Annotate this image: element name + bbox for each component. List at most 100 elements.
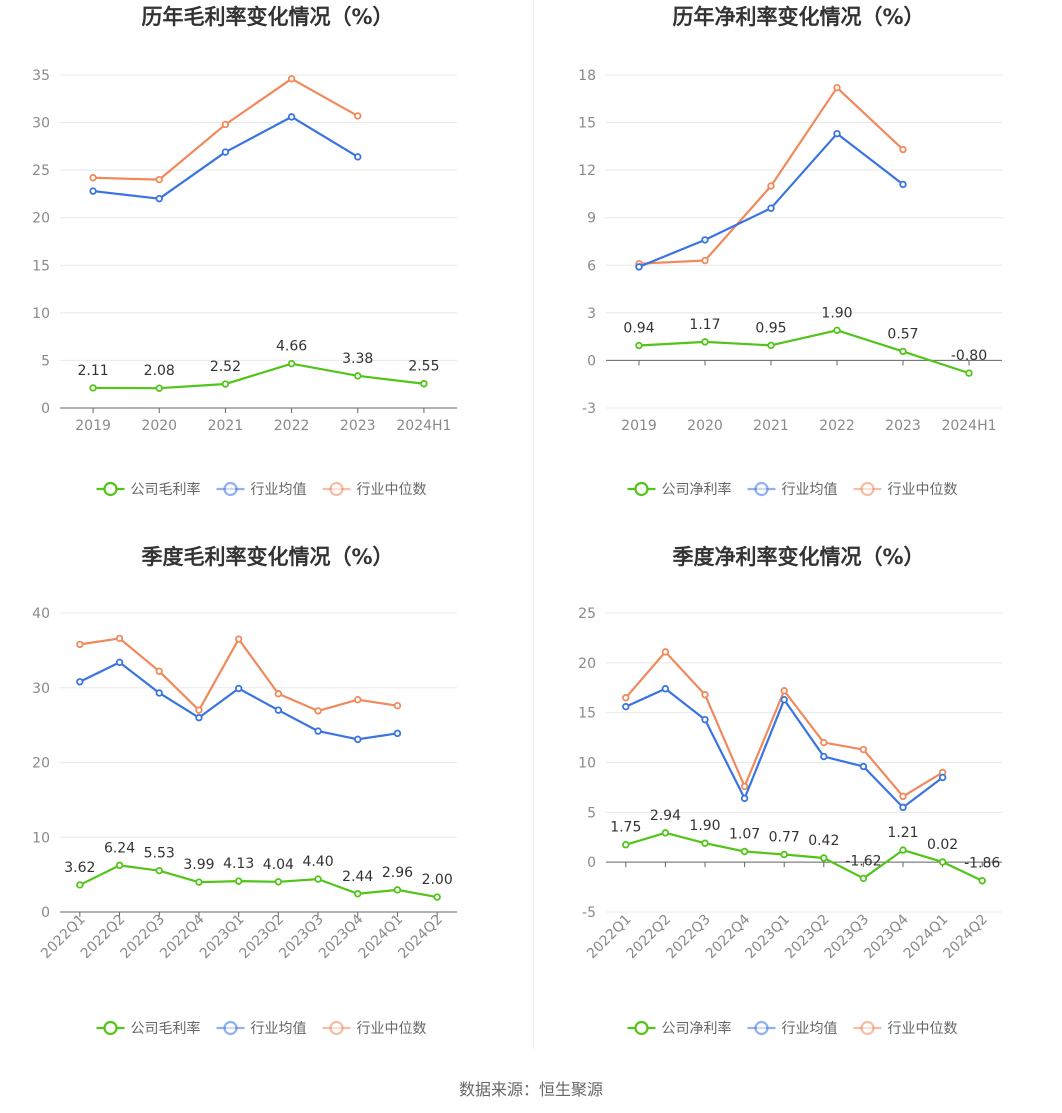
x-tick-label: 2024Q2 bbox=[395, 912, 446, 963]
data-point-avg bbox=[767, 204, 775, 212]
data-point-median bbox=[89, 174, 97, 182]
data-point-company bbox=[433, 893, 441, 901]
series-line-median bbox=[93, 77, 359, 181]
data-label: 0.95 bbox=[755, 320, 786, 336]
data-label: 4.13 bbox=[223, 856, 254, 872]
y-tick-label: 12 bbox=[578, 163, 596, 179]
y-tick-label: -5 bbox=[582, 905, 596, 921]
data-point-median bbox=[195, 706, 203, 714]
legend-label-avg: 行业均值 bbox=[251, 482, 307, 498]
data-point-company bbox=[938, 858, 947, 866]
data-point-avg bbox=[115, 658, 124, 667]
data-point-company bbox=[740, 847, 749, 856]
data-label: 0.94 bbox=[623, 321, 654, 337]
series-line-median bbox=[638, 86, 904, 265]
data-label: -1.62 bbox=[845, 853, 881, 869]
data-point-median bbox=[354, 112, 362, 120]
data-point-median bbox=[820, 738, 828, 747]
data-label: 6.24 bbox=[104, 840, 135, 856]
data-point-company bbox=[221, 380, 230, 388]
series-line-company bbox=[638, 329, 970, 375]
legend-marker-company bbox=[103, 481, 118, 497]
y-tick-label: 15 bbox=[578, 116, 596, 132]
data-point-median bbox=[899, 145, 907, 154]
legend-label-avg: 行业均值 bbox=[251, 1021, 307, 1037]
chart-title: 历年毛利率变化情况（%） bbox=[141, 5, 393, 29]
data-point-avg bbox=[314, 727, 322, 735]
data-point-company bbox=[354, 372, 362, 380]
data-point-avg bbox=[701, 236, 709, 244]
data-point-company bbox=[155, 866, 163, 875]
data-point-avg bbox=[234, 684, 243, 693]
x-tick-label: 2021 bbox=[753, 418, 789, 434]
y-tick-label: 0 bbox=[587, 353, 596, 369]
data-point-avg bbox=[740, 794, 749, 803]
data-point-avg bbox=[76, 678, 84, 686]
series-line-avg bbox=[638, 132, 904, 268]
chart-panel-annual-gross-margin: 历年毛利率变化情况（%） 0 5 10 15 20 25 30 35 2019 2020 2021 20… bbox=[0, 0, 531, 510]
y-tick-label: 25 bbox=[578, 606, 596, 622]
data-point-median bbox=[155, 667, 163, 676]
data-point-avg bbox=[701, 715, 709, 724]
legend-label-company: 公司毛利率 bbox=[131, 481, 201, 498]
legend-marker-avg bbox=[223, 481, 238, 497]
data-label: 0.42 bbox=[808, 833, 839, 849]
data-point-avg bbox=[780, 696, 788, 704]
legend-label-median: 行业中位数 bbox=[357, 482, 427, 498]
series-line-company bbox=[625, 831, 983, 882]
x-tick-label: 2022 bbox=[819, 418, 855, 434]
y-tick-label: 10 bbox=[32, 830, 50, 846]
data-point-company bbox=[76, 881, 84, 889]
data-point-company bbox=[155, 384, 163, 392]
data-point-company bbox=[833, 326, 841, 334]
data-point-median bbox=[354, 696, 362, 704]
data-label: 4.66 bbox=[276, 339, 307, 355]
data-point-company bbox=[635, 341, 643, 350]
x-tick-label: 2024H1 bbox=[941, 418, 996, 434]
y-tick-label: 20 bbox=[32, 211, 50, 227]
data-point-company bbox=[899, 347, 907, 356]
data-point-median bbox=[740, 782, 749, 791]
data-point-avg bbox=[155, 194, 163, 203]
x-tick-label: 2023 bbox=[885, 418, 921, 434]
data-point-avg bbox=[287, 113, 296, 121]
chart-panel-quarterly-net-margin: 季度净利率变化情况（%） -5 0 5 10 15 20 25 2022Q1 2022Q2 2022… bbox=[531, 540, 1062, 1060]
data-point-avg bbox=[89, 187, 97, 195]
y-tick-label: 15 bbox=[578, 706, 596, 722]
series-line-avg bbox=[625, 687, 944, 809]
legend-label-median: 行业中位数 bbox=[357, 1021, 427, 1037]
data-point-avg bbox=[635, 263, 643, 271]
data-point-median bbox=[701, 691, 709, 699]
data-point-avg bbox=[274, 706, 283, 714]
data-label: 5.53 bbox=[144, 846, 175, 862]
legend-label-median: 行业中位数 bbox=[888, 1021, 958, 1037]
data-label: 3.62 bbox=[64, 860, 95, 876]
data-point-company bbox=[89, 384, 97, 392]
data-label: 1.17 bbox=[689, 317, 720, 333]
series-line-median bbox=[79, 637, 398, 713]
y-tick-label: 9 bbox=[587, 211, 596, 227]
data-point-median bbox=[115, 634, 124, 643]
y-tick-label: 20 bbox=[32, 756, 50, 772]
legend-marker-avg bbox=[223, 1020, 238, 1036]
chart-svg: 季度净利率变化情况（%）-505101520252022Q12022Q22022… bbox=[578, 545, 1002, 1037]
x-tick-label: 2021 bbox=[208, 418, 244, 434]
data-label: 3.38 bbox=[342, 351, 373, 367]
data-label: 0.77 bbox=[769, 829, 800, 845]
legend-marker-company bbox=[103, 1020, 118, 1036]
y-tick-label: 30 bbox=[32, 116, 50, 132]
data-point-company bbox=[820, 854, 828, 862]
data-point-company bbox=[701, 338, 709, 346]
y-tick-label: 0 bbox=[41, 401, 50, 417]
data-point-avg bbox=[393, 729, 402, 738]
data-label: 2.52 bbox=[210, 359, 241, 375]
data-label: 1.07 bbox=[729, 827, 760, 843]
data-label: 1.21 bbox=[887, 825, 918, 841]
series-line-median bbox=[624, 650, 944, 798]
legend-label-avg: 行业均值 bbox=[782, 482, 838, 498]
y-tick-label: 0 bbox=[587, 855, 596, 871]
data-point-median bbox=[859, 745, 868, 754]
y-tick-label: 6 bbox=[587, 258, 596, 274]
data-point-avg bbox=[899, 180, 907, 189]
data-point-company bbox=[354, 890, 362, 898]
